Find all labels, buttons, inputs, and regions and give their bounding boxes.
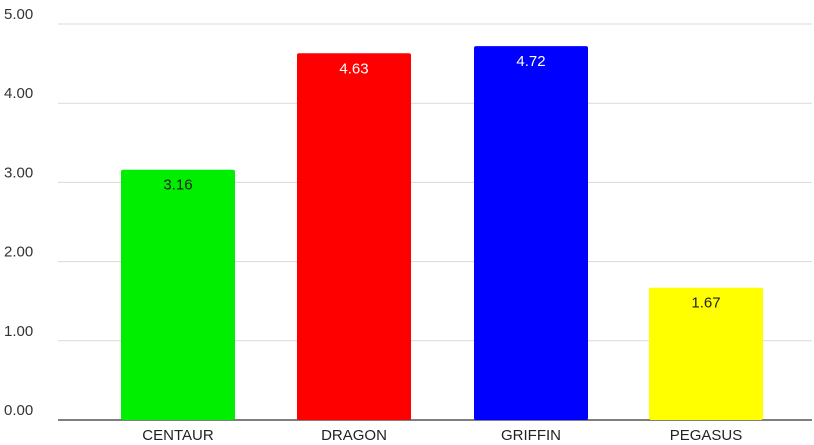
bar-griffin (474, 46, 588, 420)
data-label-griffin: 4.72 (516, 53, 545, 70)
y-tick-label: 5.00 (4, 6, 33, 23)
bar-centaur (121, 170, 235, 420)
x-tick-label-griffin: GRIFFIN (501, 427, 561, 444)
data-label-centaur: 3.16 (163, 177, 192, 194)
x-axis-tick-labels: CENTAUR DRAGON GRIFFIN PEGASUS (142, 427, 742, 444)
x-tick-label-centaur: CENTAUR (142, 427, 214, 444)
x-tick-label-pegasus: PEGASUS (670, 427, 743, 444)
x-tick-label-dragon: DRAGON (321, 427, 387, 444)
data-label-dragon: 4.63 (339, 60, 368, 77)
y-axis-tick-labels: 0.00 1.00 2.00 3.00 4.00 5.00 (4, 6, 33, 419)
bar-dragon (297, 53, 411, 420)
y-tick-label: 3.00 (4, 164, 33, 181)
data-label-pegasus: 1.67 (691, 295, 720, 312)
bars (121, 46, 763, 420)
y-tick-label: 0.00 (4, 402, 33, 419)
y-tick-label: 1.00 (4, 323, 33, 340)
y-tick-label: 2.00 (4, 244, 33, 261)
y-tick-label: 4.00 (4, 85, 33, 102)
